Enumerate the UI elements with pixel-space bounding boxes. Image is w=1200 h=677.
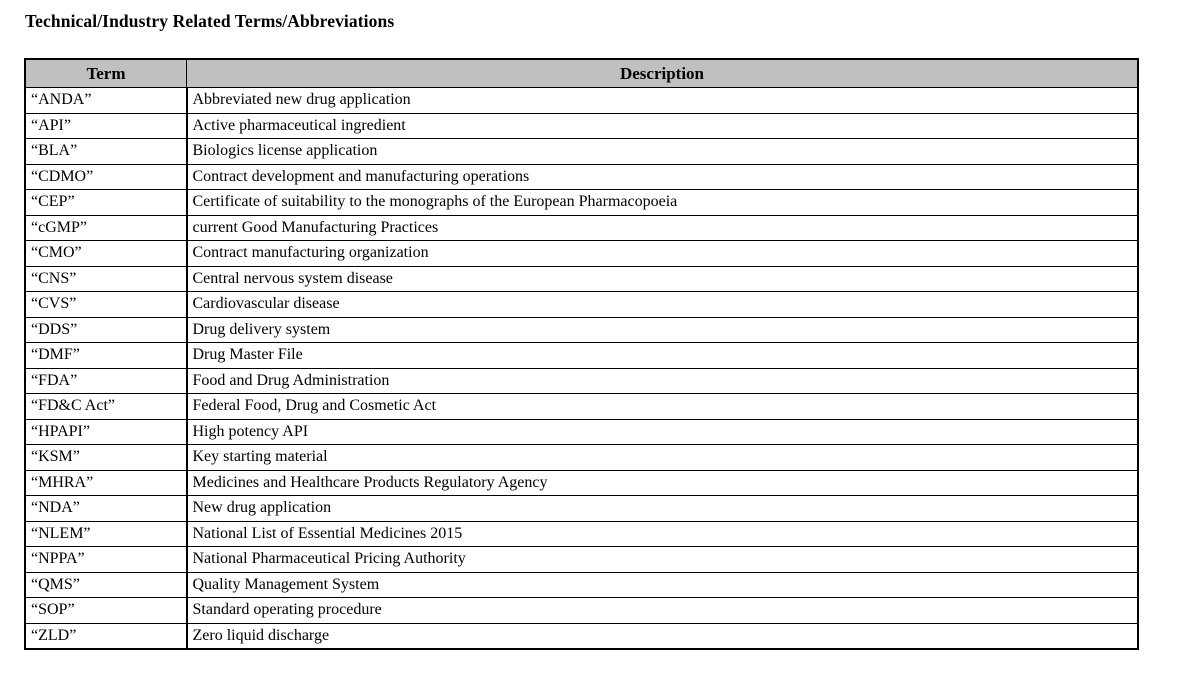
table-row: “QMS” Quality Management System	[24, 571, 1139, 598]
description-cell: Key starting material	[186, 444, 1139, 471]
description-cell: Contract manufacturing organization	[186, 240, 1139, 267]
table-row: “cGMP” current Good Manufacturing Practic…	[24, 214, 1139, 241]
table-row: “CEP” Certificate of suitability to the m…	[24, 189, 1139, 216]
term-cell: “HPAPI”	[24, 418, 188, 445]
page-title: Technical/Industry Related Terms/Abbrevi…	[25, 11, 395, 31]
term-cell: “BLA”	[24, 138, 188, 165]
term-cell: “NPPA”	[24, 546, 188, 573]
table-row: “FDA” Food and Drug Administration	[24, 367, 1139, 394]
table-row: “SOP” Standard operating procedure	[24, 597, 1139, 624]
term-cell: “FD&C Act”	[24, 393, 188, 420]
table-row: “NDA” New drug application	[24, 495, 1139, 522]
description-cell: Cardiovascular disease	[186, 291, 1139, 318]
description-cell: Federal Food, Drug and Cosmetic Act	[186, 393, 1139, 420]
term-cell: “CMO”	[24, 240, 188, 267]
term-cell: “ZLD”	[24, 622, 188, 650]
term-cell: “NDA”	[24, 495, 188, 522]
description-cell: Drug Master File	[186, 342, 1139, 369]
term-cell: “ANDA”	[24, 87, 188, 114]
description-cell: Standard operating procedure	[186, 597, 1139, 624]
table-row: “NLEM” National List of Essential Medicin…	[24, 520, 1139, 547]
table-row: “CVS” Cardiovascular disease	[24, 291, 1139, 318]
description-cell: Drug delivery system	[186, 316, 1139, 343]
table-row: “ANDA” Abbreviated new drug application	[24, 87, 1139, 114]
description-cell: National List of Essential Medicines 201…	[186, 520, 1139, 547]
term-cell: “DDS”	[24, 316, 188, 343]
table-row: “DMF” Drug Master File	[24, 342, 1139, 369]
term-cell: “API”	[24, 112, 188, 139]
table-row: “CNS” Central nervous system disease	[24, 265, 1139, 292]
term-cell: “MHRA”	[24, 469, 188, 496]
table-row: “FD&C Act” Federal Food, Drug and Cosmeti…	[24, 393, 1139, 420]
term-cell: “CNS”	[24, 265, 188, 292]
description-cell: Medicines and Healthcare Products Regula…	[186, 469, 1139, 496]
term-cell: “cGMP”	[24, 214, 188, 241]
table-row: “API” Active pharmaceutical ingredient	[24, 112, 1139, 139]
description-cell: Active pharmaceutical ingredient	[186, 112, 1139, 139]
description-cell: New drug application	[186, 495, 1139, 522]
table-row: “KSM” Key starting material	[24, 444, 1139, 471]
table-header-row: Term Description	[24, 58, 1139, 88]
table-row: “MHRA” Medicines and Healthcare Products …	[24, 469, 1139, 496]
table-row: “HPAPI” High potency API	[24, 418, 1139, 445]
description-column-header: Description	[186, 58, 1139, 88]
table-row: “CDMO” Contract development and manufactu…	[24, 163, 1139, 190]
description-cell: Abbreviated new drug application	[186, 87, 1139, 114]
term-cell: “CDMO”	[24, 163, 188, 190]
description-cell: current Good Manufacturing Practices	[186, 214, 1139, 241]
terms-table: Term Description “ANDA” Abbreviated new d…	[24, 58, 1139, 650]
table-row: “NPPA” National Pharmaceutical Pricing Au…	[24, 546, 1139, 573]
table-row: “DDS” Drug delivery system	[24, 316, 1139, 343]
description-cell: Quality Management System	[186, 571, 1139, 598]
description-cell: Zero liquid discharge	[186, 622, 1139, 650]
description-cell: National Pharmaceutical Pricing Authorit…	[186, 546, 1139, 573]
table-row: “BLA” Biologics license application	[24, 138, 1139, 165]
table-row: “CMO” Contract manufacturing organization	[24, 240, 1139, 267]
term-cell: “DMF”	[24, 342, 188, 369]
description-cell: Central nervous system disease	[186, 265, 1139, 292]
term-cell: “QMS”	[24, 571, 188, 598]
description-cell: Contract development and manufacturing o…	[186, 163, 1139, 190]
term-cell: “KSM”	[24, 444, 188, 471]
description-cell: Certificate of suitability to the monogr…	[186, 189, 1139, 216]
term-cell: “CVS”	[24, 291, 188, 318]
table-row: “ZLD” Zero liquid discharge	[24, 622, 1139, 650]
term-cell: “SOP”	[24, 597, 188, 624]
description-cell: Biologics license application	[186, 138, 1139, 165]
term-cell: “CEP”	[24, 189, 188, 216]
term-column-header: Term	[24, 58, 187, 88]
description-cell: High potency API	[186, 418, 1139, 445]
description-cell: Food and Drug Administration	[186, 367, 1139, 394]
term-cell: “FDA”	[24, 367, 188, 394]
term-cell: “NLEM”	[24, 520, 188, 547]
terms-table-body: “ANDA” Abbreviated new drug application “A…	[24, 87, 1139, 650]
